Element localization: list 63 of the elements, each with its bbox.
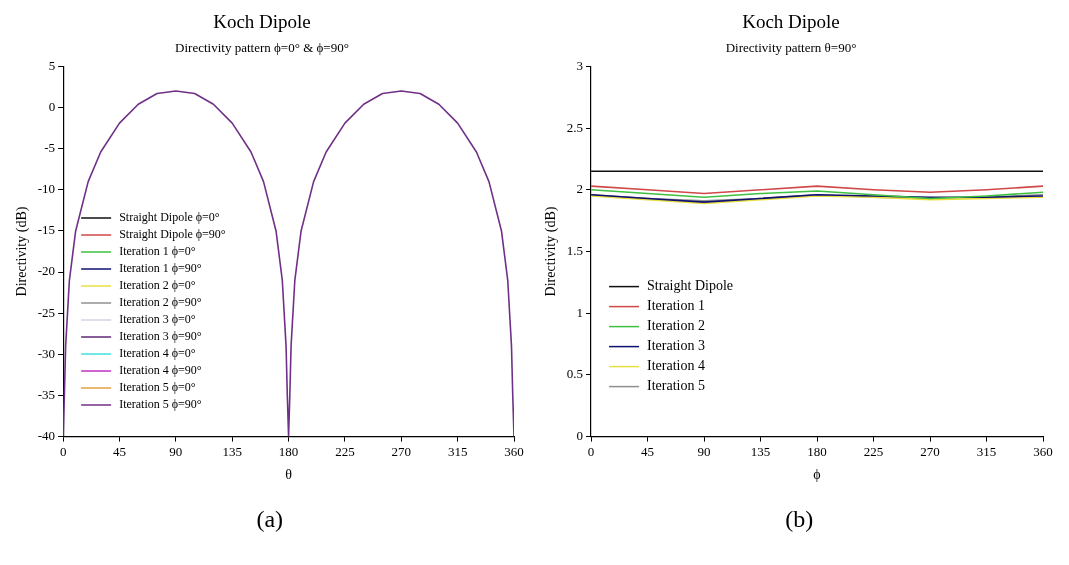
legend-label: Iteration 5 [647, 378, 706, 394]
x-tick-label: 315 [447, 443, 468, 459]
legend-label: Iteration 4 ϕ=0° [118, 346, 196, 361]
x-axis-title: ϕ [813, 467, 821, 483]
legend-label: Iteration 4 ϕ=90° [118, 363, 202, 378]
y-tick-label: -40 [37, 428, 55, 444]
y-axis-title: Directivity (dB) [543, 206, 560, 297]
legend-label: Iteration 3 [647, 338, 706, 354]
legend-label: Iteration 3 ϕ=0° [118, 312, 196, 327]
legend-label: Iteration 4 [647, 358, 706, 374]
x-tick-label: 0 [588, 443, 595, 459]
y-tick-label: 2 [576, 181, 584, 197]
chart-subtitle: Directivity pattern θ=90° [725, 40, 857, 56]
x-axis-title: θ [284, 467, 292, 483]
legend-label: Straight Dipole ϕ=90° [118, 227, 226, 242]
text: (b) [785, 506, 814, 533]
y-tick-label: -10 [37, 181, 55, 197]
x-tick-label: 360 [504, 443, 524, 459]
y-tick-label: -15 [37, 222, 55, 238]
legend-label: Straight Dipole ϕ=0° [118, 210, 220, 225]
legend-label: Iteration 5 ϕ=90° [118, 397, 202, 412]
y-tick-label: 0 [576, 428, 584, 444]
x-tick-label: 225 [864, 443, 884, 459]
x-tick-label: 45 [112, 443, 126, 459]
y-axis-title: Directivity (dB) [13, 206, 30, 297]
x-tick-label: 225 [334, 443, 355, 459]
y-tick-label: -25 [37, 304, 55, 320]
legend-label: Iteration 1 ϕ=90° [118, 261, 202, 276]
y-tick-label: 0 [48, 98, 55, 114]
legend-label: Iteration 5 ϕ=0° [118, 380, 196, 395]
legend-label: Iteration 1 [647, 298, 706, 314]
chart-subtitle: Directivity pattern ϕ=0° & ϕ=90° [174, 40, 349, 56]
y-tick-label: 5 [48, 57, 55, 73]
chart-title: Koch Dipole [212, 11, 311, 33]
legend-label: Iteration 2 [647, 318, 706, 334]
x-tick-label: 315 [977, 443, 997, 459]
y-tick-label: -20 [37, 263, 55, 279]
legend-label: Iteration 1 ϕ=0° [118, 244, 196, 259]
y-tick-label: 2.5 [567, 119, 584, 135]
y-tick-label: 1 [576, 304, 584, 320]
y-tick-label: 0.5 [567, 366, 584, 382]
legend-label: Iteration 2 ϕ=90° [118, 295, 202, 310]
y-tick-label: 1.5 [567, 242, 584, 258]
text: (a) [256, 506, 284, 533]
x-tick-label: 360 [1033, 443, 1053, 459]
chart-title: Koch Dipole [742, 11, 841, 33]
x-tick-label: 135 [751, 443, 771, 459]
x-tick-label: 135 [222, 443, 242, 459]
legend-label: Straight Dipole [647, 278, 734, 294]
x-tick-label: 270 [391, 443, 411, 459]
legend-label: Iteration 2 ϕ=0° [118, 278, 196, 293]
x-tick-label: 0 [59, 443, 67, 459]
legend-label: Iteration 3 ϕ=90° [118, 329, 202, 344]
x-tick-label: 45 [641, 443, 655, 459]
x-tick-label: 270 [920, 443, 941, 459]
y-tick-label: -30 [37, 345, 55, 361]
x-tick-label: 180 [807, 443, 828, 459]
x-tick-label: 180 [278, 443, 299, 459]
y-tick-label: -5 [44, 140, 55, 156]
x-tick-label: 90 [697, 443, 711, 459]
y-tick-label: -35 [37, 386, 55, 402]
x-tick-label: 90 [169, 443, 183, 459]
y-tick-label: 3 [576, 57, 584, 73]
